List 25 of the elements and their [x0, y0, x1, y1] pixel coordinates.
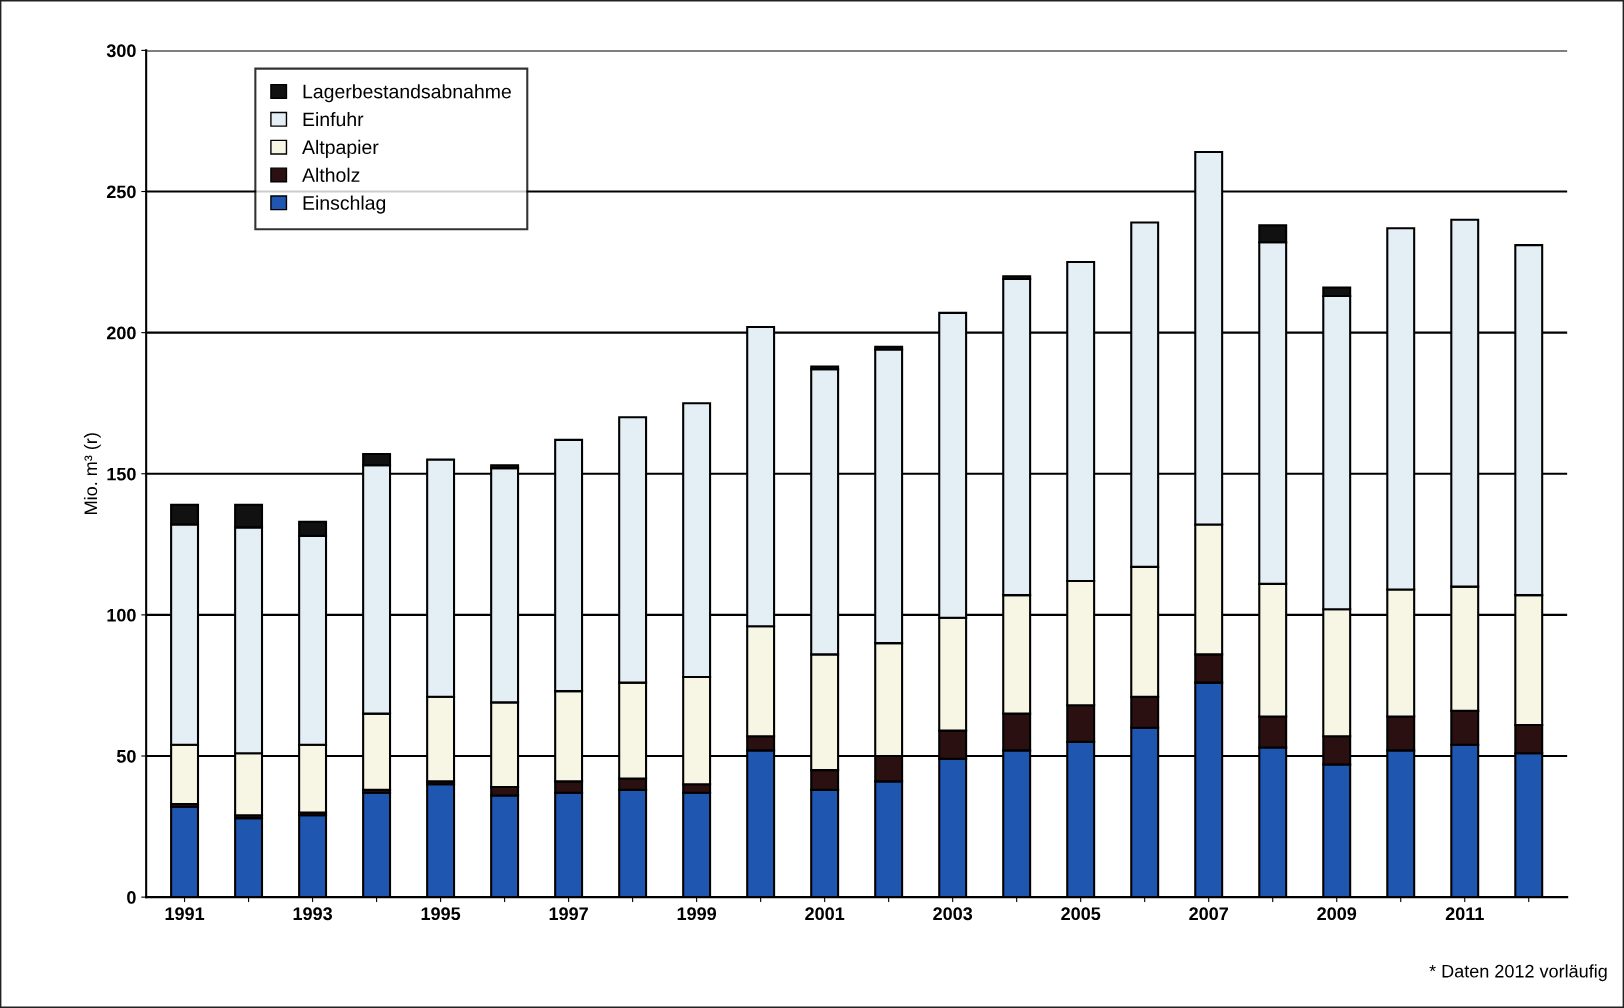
x-tick-label: 2003: [933, 907, 973, 921]
legend-label: Einschlag: [303, 195, 386, 214]
y-tick-label: 100: [107, 608, 136, 622]
y-tick-label: 200: [106, 326, 136, 340]
legend-label: Einfuhr: [303, 111, 364, 127]
legend-label: Altholz: [302, 167, 360, 182]
x-tick-label: 2005: [1061, 907, 1101, 921]
text: * Daten 2012 vorläufig: [1429, 964, 1607, 982]
legend-label: Altpapier: [302, 139, 379, 158]
y-axis-title: Mio. m³ (r): [83, 433, 101, 514]
x-tick-label: 1995: [421, 907, 461, 921]
y-tick-label: 0: [127, 891, 136, 904]
y-tick-label: 250: [106, 185, 136, 199]
x-tick-label: 2001: [805, 907, 845, 921]
legend-label: Lagerbestandsabnahme: [303, 84, 511, 103]
x-tick-label: 2011: [1445, 907, 1484, 921]
x-tick-label: 2007: [1189, 907, 1228, 921]
y-tick-label: 150: [107, 467, 136, 481]
x-tick-label: 1993: [293, 907, 333, 921]
y-tick-label: 50: [116, 749, 136, 763]
x-tick-label: 1999: [677, 907, 717, 921]
x-tick-label: 1997: [549, 907, 588, 921]
x-tick-label: 2009: [1317, 907, 1357, 921]
x-tick-label: 1991: [165, 907, 205, 921]
y-tick-label: 300: [106, 44, 136, 58]
